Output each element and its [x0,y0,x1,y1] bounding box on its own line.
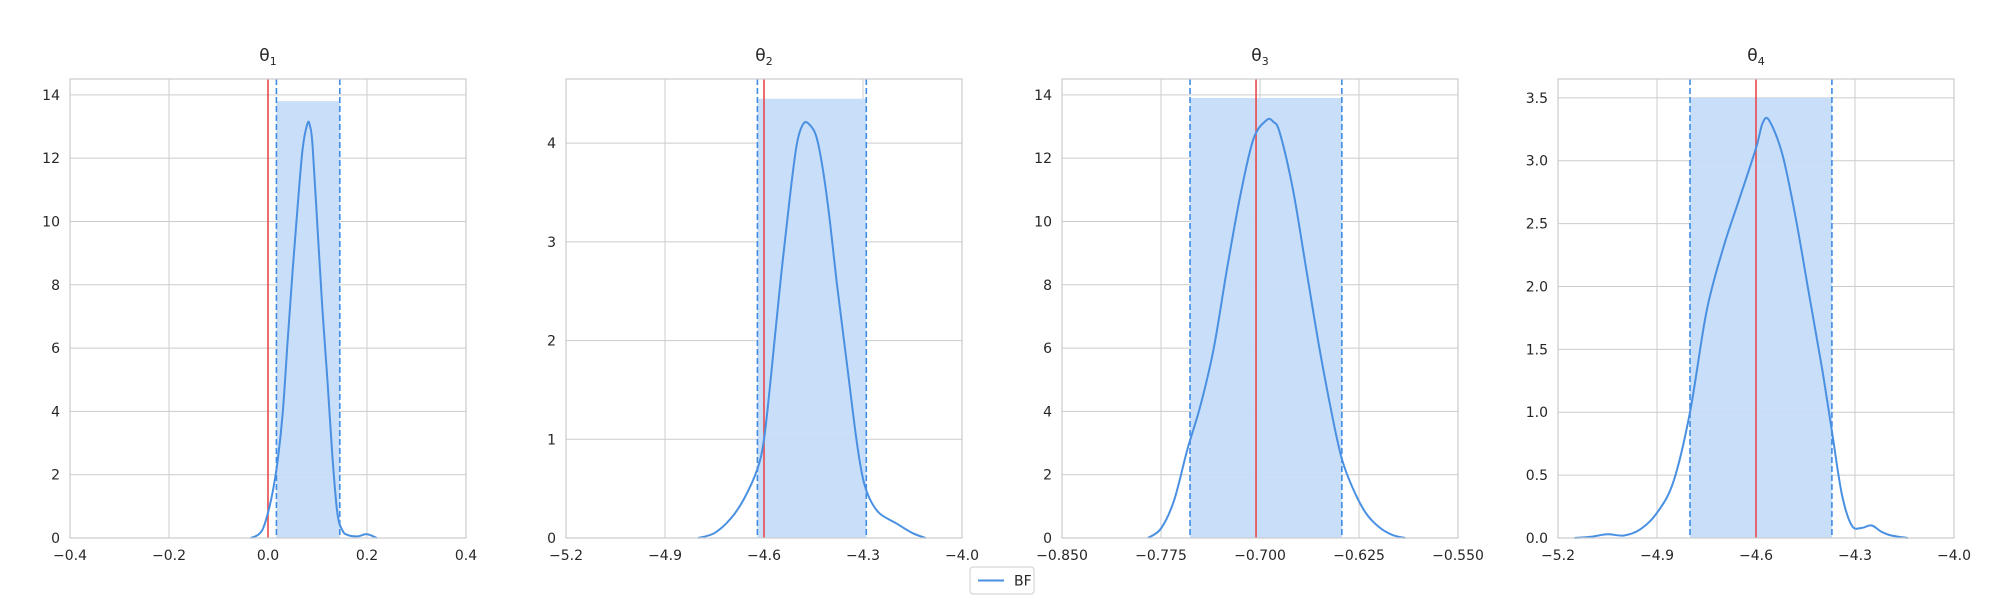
y-tick-label: 1.5 [1526,342,1548,358]
x-tick-label: −0.4 [53,548,87,564]
panel-title: θ1 [259,46,276,68]
y-tick-label: 4 [1043,404,1052,420]
x-tick-label: 0.2 [356,548,378,564]
y-tick-label: 0.5 [1526,468,1548,484]
y-tick-label: 0 [51,531,60,547]
y-tick-label: 3 [547,235,556,251]
x-tick-label: −4.3 [1838,548,1872,564]
axes-frame [69,78,467,539]
axes-frame [1061,78,1459,539]
chart-panel-1: −0.4 −0.2 0.0 0.2 0.4 0 2 4 6 8 10 12 14 θ1 [42,46,477,564]
y-tick-label: 2 [547,334,556,350]
y-tick-label: 12 [42,151,60,167]
credible-interval-band [1190,97,1342,538]
legend-label: BF [1014,574,1032,590]
y-tick-label: 2.5 [1526,217,1548,233]
panel-title-subscript: 2 [766,55,773,68]
density-curve-bf [697,121,927,539]
y-tick-label: 2.0 [1526,279,1548,295]
x-tick-label: −4.9 [648,548,682,564]
x-tick-label: −4.9 [1640,548,1674,564]
x-tick-label: −4.6 [1739,548,1773,564]
y-tick-label: 2 [1043,468,1052,484]
y-tick-label: 4 [547,136,556,152]
x-tick-label: −5.2 [549,548,583,564]
axes-frame [565,78,963,539]
x-tick-label: −0.850 [1036,548,1088,564]
y-tick-label: 10 [1034,214,1052,230]
chart-panel-3: −0.850 −0.775 −0.700 −0.625 −0.550 0 2 4 6 8 10 12 1… [1034,46,1484,564]
y-tick-label: 2 [51,468,60,484]
legend: BF [969,566,1035,595]
panel-title-subscript: 4 [1758,55,1765,68]
credible-interval-band [276,101,340,538]
density-curve-bf [250,120,378,539]
x-tick-label: 0.0 [257,548,279,564]
y-tick-label: 8 [1043,278,1052,294]
y-tick-label: 0 [547,531,556,547]
x-tick-label: −4.6 [747,548,781,564]
panel-title-symbol: θ [1251,46,1261,66]
x-tick-label: −0.625 [1333,548,1385,564]
x-tick-label: −4.0 [945,548,979,564]
y-tick-label: 4 [51,404,60,420]
y-tick-label: 0 [1043,531,1052,547]
y-tick-label: 8 [51,278,60,294]
y-tick-label: 14 [42,88,60,104]
x-tick-label: −5.2 [1541,548,1575,564]
x-tick-label: −4.0 [1937,548,1971,564]
y-tick-label: 14 [1034,88,1052,104]
panel-title: θ4 [1747,46,1764,68]
density-curve-bf [1574,116,1908,539]
x-tick-label: −0.2 [152,548,186,564]
x-tick-label: −0.550 [1432,548,1484,564]
panel-title: θ2 [755,46,772,68]
panel-title-symbol: θ [1747,46,1757,66]
panel-title: θ3 [1251,46,1268,68]
y-tick-label: 1.0 [1526,405,1548,421]
x-tick-label: 0.4 [455,548,477,564]
panel-title-subscript: 1 [270,55,277,68]
credible-interval-band [757,98,867,538]
y-tick-label: 3.0 [1526,154,1548,170]
panel-title-symbol: θ [259,46,269,66]
y-tick-label: 10 [42,214,60,230]
density-curve-bf [1147,117,1406,539]
panel-title-symbol: θ [755,46,765,66]
y-tick-label: 12 [1034,151,1052,167]
panel-title-subscript: 3 [1262,55,1269,68]
chart-panel-4: −5.2 −4.9 −4.6 −4.3 −4.0 0.0 0.5 1.0 1.5 2.0 2.5 3.… [1526,46,1971,564]
y-tick-label: 0.0 [1526,531,1548,547]
axes-frame [1557,78,1955,539]
y-tick-label: 1 [547,432,556,448]
x-tick-label: −0.700 [1234,548,1286,564]
credible-interval-band [1690,97,1832,539]
x-tick-label: −4.3 [846,548,880,564]
x-tick-label: −0.775 [1135,548,1187,564]
y-tick-label: 6 [1043,341,1052,357]
y-tick-label: 3.5 [1526,91,1548,107]
y-tick-label: 6 [51,341,60,357]
